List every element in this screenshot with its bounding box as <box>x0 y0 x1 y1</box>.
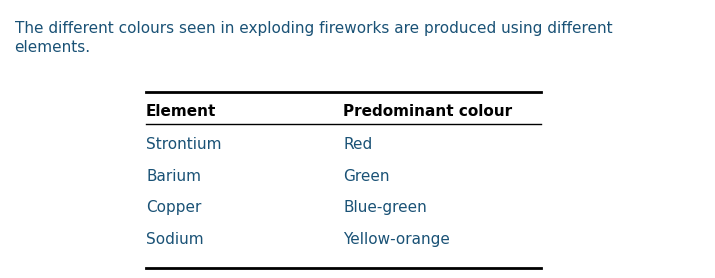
Text: Barium: Barium <box>146 169 201 184</box>
Text: Sodium: Sodium <box>146 232 204 247</box>
Text: Strontium: Strontium <box>146 137 222 152</box>
Text: Yellow-orange: Yellow-orange <box>343 232 450 247</box>
Text: Predominant colour: Predominant colour <box>343 104 513 119</box>
Text: Blue-green: Blue-green <box>343 200 427 215</box>
Text: Green: Green <box>343 169 390 184</box>
Text: Copper: Copper <box>146 200 202 215</box>
Text: The different colours seen in exploding fireworks are produced using different
e: The different colours seen in exploding … <box>14 21 612 55</box>
Text: Red: Red <box>343 137 373 152</box>
Text: Element: Element <box>146 104 217 119</box>
